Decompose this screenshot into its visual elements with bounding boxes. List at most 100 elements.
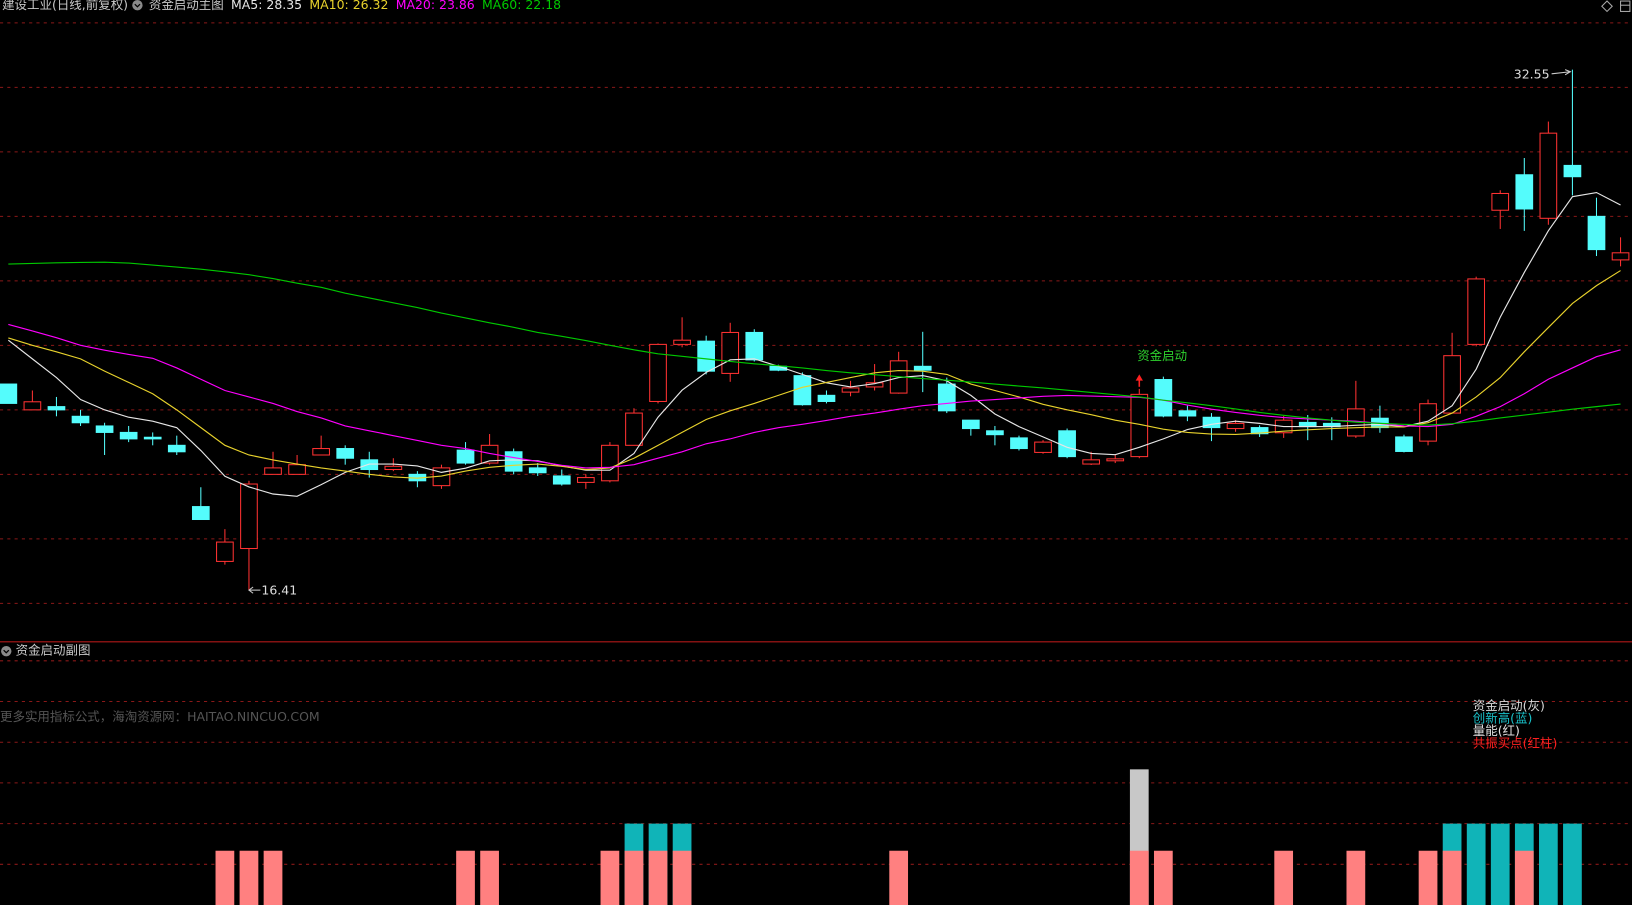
candle-body	[1563, 164, 1582, 178]
signal-bar	[215, 850, 235, 905]
candle-body	[625, 412, 643, 446]
signal-bar	[1418, 850, 1438, 905]
candle-body	[191, 506, 210, 521]
layout-button[interactable]	[1620, 0, 1631, 12]
candle-body	[264, 467, 282, 475]
signal-bar	[263, 850, 283, 905]
candle-body	[552, 475, 571, 485]
candle-body	[697, 340, 716, 372]
sub-legend: 资金启动(灰)	[1473, 698, 1545, 713]
candle-body	[817, 394, 836, 402]
main-indicator-name: 资金启动主图	[149, 0, 224, 12]
candle-body	[1178, 410, 1197, 417]
sub-indicator-name: 资金启动副图	[16, 643, 91, 658]
ma-line	[8, 261, 1621, 426]
candle-body	[841, 387, 860, 393]
candle-body	[1010, 437, 1028, 450]
signal-bar	[1153, 850, 1173, 905]
candle-body	[1250, 427, 1269, 435]
candle-body	[119, 431, 138, 440]
sub-legend: 共振买点(红柱)	[1473, 735, 1558, 750]
signal-bar	[456, 850, 475, 905]
ma-line	[7, 191, 1621, 497]
high-marker-arrow	[1551, 71, 1571, 75]
ma-legend: MA60: 22.18	[482, 0, 561, 12]
candle-body	[1058, 430, 1076, 458]
ma-legend: MA5: 28.35	[231, 0, 302, 12]
candle-body	[962, 419, 980, 430]
signal-bar	[239, 850, 259, 905]
signal-bar	[624, 850, 644, 905]
signal-bar	[1514, 850, 1534, 905]
candle-body	[1082, 459, 1101, 465]
candle-body	[288, 464, 306, 475]
candle-body	[601, 444, 619, 482]
signal-bar	[889, 850, 909, 905]
signal-bar	[1346, 850, 1366, 905]
candle-body	[480, 444, 499, 464]
signal-bar	[1490, 823, 1510, 905]
candle-body	[71, 415, 90, 424]
candle-body	[721, 331, 740, 374]
candle-body	[1611, 252, 1630, 261]
high-marker-head	[1564, 69, 1572, 76]
candle-body	[528, 467, 547, 474]
candle-body	[1034, 441, 1052, 453]
ma-line	[8, 323, 1621, 469]
candle-body	[456, 449, 475, 464]
candle-body	[913, 365, 932, 371]
high-marker-label: 32.55	[1514, 66, 1550, 81]
signal-bar	[480, 850, 499, 905]
candle-body	[336, 448, 355, 459]
signal-bar	[600, 850, 620, 905]
candle-body	[1515, 174, 1534, 210]
candle-body	[937, 383, 956, 412]
signal-bar	[648, 850, 668, 905]
dropdown-chevron	[3, 649, 10, 654]
candle-body	[167, 444, 186, 453]
candle-body	[47, 406, 66, 411]
candle-body	[649, 343, 667, 402]
candle-body	[360, 459, 379, 471]
candle-body	[1298, 421, 1317, 428]
signal-bar	[672, 850, 692, 905]
candle-body	[143, 436, 162, 440]
candle-body	[1395, 436, 1413, 452]
low-marker-label: 16.41	[261, 583, 297, 598]
candle-body	[576, 477, 595, 483]
dropdown-chevron	[134, 3, 141, 8]
signal-bar	[1442, 850, 1462, 905]
signal-bar	[1274, 850, 1294, 905]
candle-body	[986, 430, 1004, 436]
window-controls[interactable]	[1601, 0, 1631, 13]
candle-body	[384, 465, 403, 471]
signal-label: 资金启动	[1137, 348, 1187, 363]
signal-bar	[1538, 823, 1558, 905]
ma-line	[8, 270, 1621, 479]
candle-body	[1202, 416, 1221, 429]
dropdown-icon[interactable]	[132, 0, 143, 11]
candle-body	[1491, 192, 1510, 211]
ma-legend: MA20: 23.86	[396, 0, 475, 12]
candle-body	[504, 451, 523, 472]
candle-body	[793, 375, 812, 406]
signal-bar	[1466, 823, 1486, 905]
candle-body	[1154, 379, 1173, 417]
ma-legend: MA10: 26.32	[309, 0, 388, 12]
candle-body	[95, 425, 114, 433]
signal-arrow-head	[1135, 374, 1143, 381]
candle-body	[312, 448, 330, 456]
candle-body	[240, 483, 258, 550]
candle-body	[216, 541, 234, 562]
diamond-button[interactable]	[1601, 0, 1613, 13]
candle-body	[1443, 355, 1461, 414]
low-marker-head	[248, 586, 254, 594]
candle-body	[1226, 422, 1245, 430]
candle-body	[673, 339, 691, 345]
watermark: 更多实用指标公式，海淘资源网：HAITAO.NINCUO.COM	[0, 709, 320, 724]
candle-body	[0, 383, 18, 404]
dropdown-icon[interactable]	[1, 645, 12, 657]
